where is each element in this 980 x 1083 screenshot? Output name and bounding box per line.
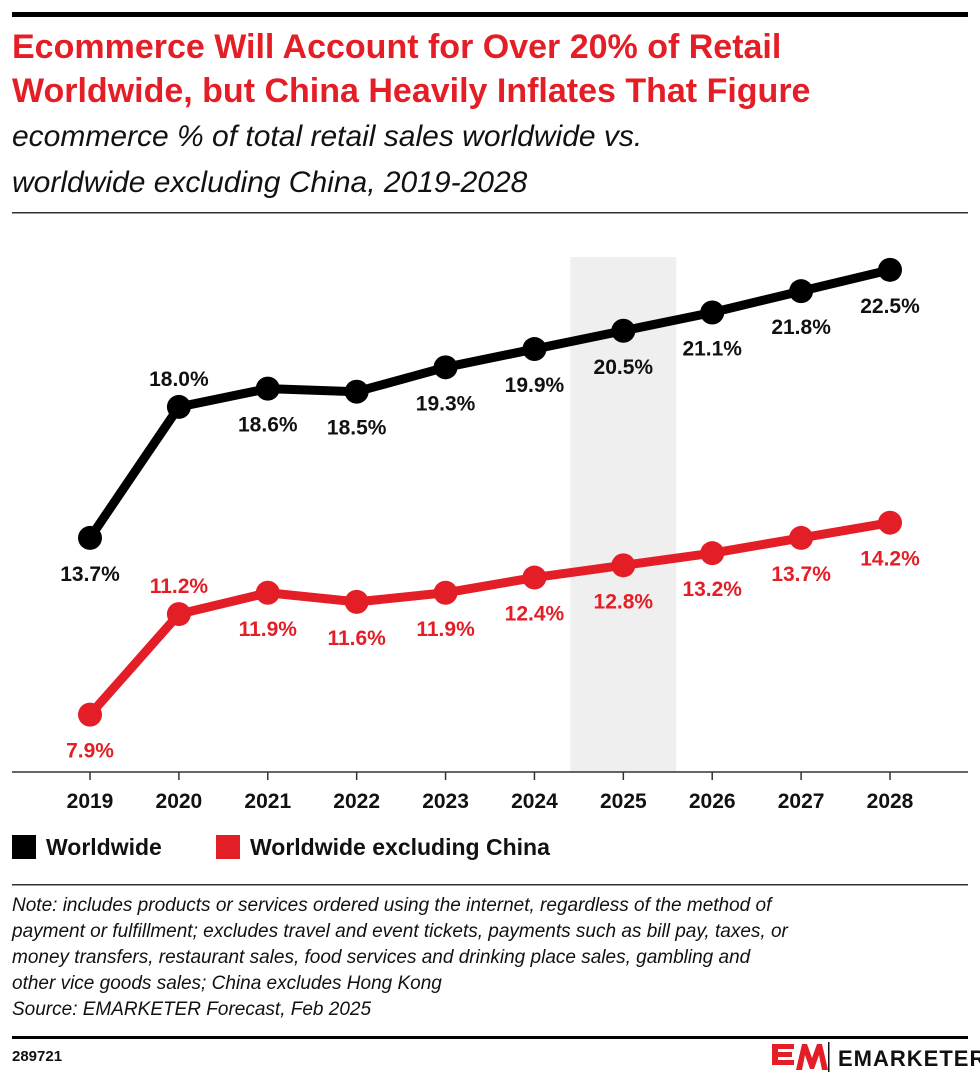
data-point	[878, 257, 902, 282]
data-label: 12.8%	[594, 590, 654, 613]
x-tick-label-2019: 2019	[67, 790, 114, 813]
data-label: 13.7%	[771, 563, 831, 586]
data-point	[166, 602, 191, 627]
plot-area: 2019 2020 2021 2022 2023 2024 2025 2026 2027 2028…	[12, 257, 968, 813]
data-label: 18.0%	[149, 368, 209, 391]
data-label: 13.2%	[682, 578, 742, 601]
subtitle-line-2: worldwide excluding China, 2019-2028	[12, 166, 528, 199]
data-label: 21.8%	[771, 316, 831, 339]
data-point	[700, 541, 725, 566]
forecast-highlight-band	[570, 257, 677, 772]
x-tick-label-2022: 2022	[333, 790, 380, 813]
legend-swatch-worldwide	[12, 835, 36, 859]
legend-swatch-excluding-china	[216, 835, 240, 859]
data-label: 18.6%	[238, 414, 298, 437]
note-line-3: money transfers, restaurant sales, food …	[12, 947, 752, 968]
data-point	[344, 379, 369, 404]
data-point	[255, 580, 280, 605]
data-label: 11.9%	[416, 618, 475, 641]
data-label: 11.2%	[150, 575, 209, 598]
source-line: Source: EMARKETER Forecast, Feb 2025	[12, 999, 371, 1020]
data-label: 13.7%	[60, 563, 120, 586]
x-tick-label-2020: 2020	[156, 790, 203, 813]
data-point	[433, 580, 458, 605]
x-tick-label-2023: 2023	[422, 790, 469, 813]
data-label: 19.9%	[505, 374, 565, 397]
data-point	[611, 318, 636, 343]
data-label: 21.1%	[682, 337, 742, 360]
data-point	[78, 702, 102, 727]
svg-text:EMARKETER: EMARKETER	[838, 1046, 980, 1071]
x-tick-label-2021: 2021	[244, 790, 291, 813]
data-label: 18.5%	[327, 417, 387, 440]
data-point	[611, 553, 636, 578]
data-point	[789, 525, 814, 550]
note-rule	[12, 884, 968, 886]
data-point	[255, 376, 280, 401]
data-point	[522, 337, 547, 362]
data-point	[522, 565, 547, 590]
series-line-1	[86, 518, 891, 718]
data-point	[878, 510, 902, 535]
top-rule	[12, 12, 968, 17]
data-label: 22.5%	[860, 295, 920, 318]
x-tick-label-2028: 2028	[867, 790, 914, 813]
x-tick-label-2027: 2027	[778, 790, 825, 813]
note-line-2: payment or fulfillment; excludes travel …	[11, 921, 789, 942]
chart-id: 289721	[12, 1048, 62, 1065]
title-line-2: Worldwide, but China Heavily Inflates Th…	[12, 72, 810, 110]
data-point	[78, 525, 102, 550]
note-line-4: other vice goods sales; China excludes H…	[12, 973, 442, 994]
title-line-1: Ecommerce Will Account for Over 20% of R…	[12, 28, 781, 66]
data-label: 19.3%	[416, 392, 476, 415]
data-point	[344, 589, 369, 614]
x-tick-label-2024: 2024	[511, 790, 558, 813]
series-line-0	[86, 265, 892, 541]
subtitle-line-1: ecommerce % of total retail sales worldw…	[12, 120, 642, 153]
note-line-1: Note: includes products or services orde…	[12, 895, 773, 916]
data-point	[700, 300, 725, 325]
data-label: 11.6%	[327, 627, 386, 650]
bottom-rule	[12, 1036, 968, 1039]
data-point	[166, 394, 191, 419]
x-tick-label-2025: 2025	[600, 790, 647, 813]
data-label: 20.5%	[594, 356, 654, 379]
subtitle-rule	[12, 212, 968, 214]
data-label: 12.4%	[505, 603, 565, 626]
data-point	[433, 355, 458, 380]
emarketer-logo: EMARKETER	[772, 1042, 980, 1072]
data-label: 14.2%	[860, 548, 920, 571]
data-label: 7.9%	[66, 740, 114, 763]
data-point	[789, 279, 814, 304]
legend-label-worldwide: Worldwide	[46, 834, 162, 860]
data-label: 11.9%	[239, 618, 298, 641]
legend-label-excluding-china: Worldwide excluding China	[250, 834, 550, 860]
x-tick-label-2026: 2026	[689, 790, 736, 813]
